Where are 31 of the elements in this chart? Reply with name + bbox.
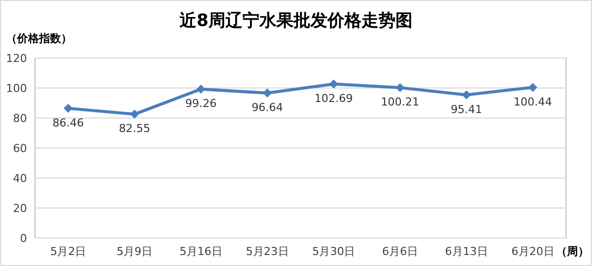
data-label: 82.55 <box>118 122 150 136</box>
y-axis-title: （价格指数） <box>6 32 72 45</box>
y-tick-label: 60 <box>13 142 27 155</box>
data-label: 96.64 <box>252 101 284 114</box>
x-tick-label: 5月23日 <box>246 245 289 258</box>
point <box>64 104 73 113</box>
chart-title: 近8周辽宁水果批发价格走势图 <box>178 11 412 31</box>
x-tick-label: 5月9日 <box>116 245 153 258</box>
point <box>528 82 538 92</box>
point <box>130 110 140 119</box>
y-tick-label: 20 <box>13 202 27 215</box>
x-tick-label: 6月20日 <box>511 245 554 258</box>
x-axis-title: （周） <box>556 245 589 258</box>
x-tick-label: 6月13日 <box>444 245 488 258</box>
data-label: 95.41 <box>450 102 482 116</box>
data-label: 100.21 <box>380 96 420 109</box>
y-tick-label: 40 <box>13 172 27 185</box>
y-tick-label: 100 <box>6 82 27 95</box>
y-tick-label: 0 <box>20 232 27 245</box>
data-label: 100.44 <box>514 95 552 108</box>
x-tick-label: 5月16日 <box>179 245 222 258</box>
point <box>196 84 206 94</box>
data-label: 99.26 <box>185 97 217 110</box>
data-label: 86.46 <box>52 116 84 130</box>
x-tick-label: 5月30日 <box>312 245 356 258</box>
y-tick-label: 80 <box>13 112 27 125</box>
x-tick-label: 6月6日 <box>382 245 418 258</box>
point <box>396 83 405 92</box>
x-tick-label: 5月2日 <box>50 245 86 258</box>
data-label: 102.69 <box>314 92 353 105</box>
y-tick-label: 120 <box>6 52 27 65</box>
